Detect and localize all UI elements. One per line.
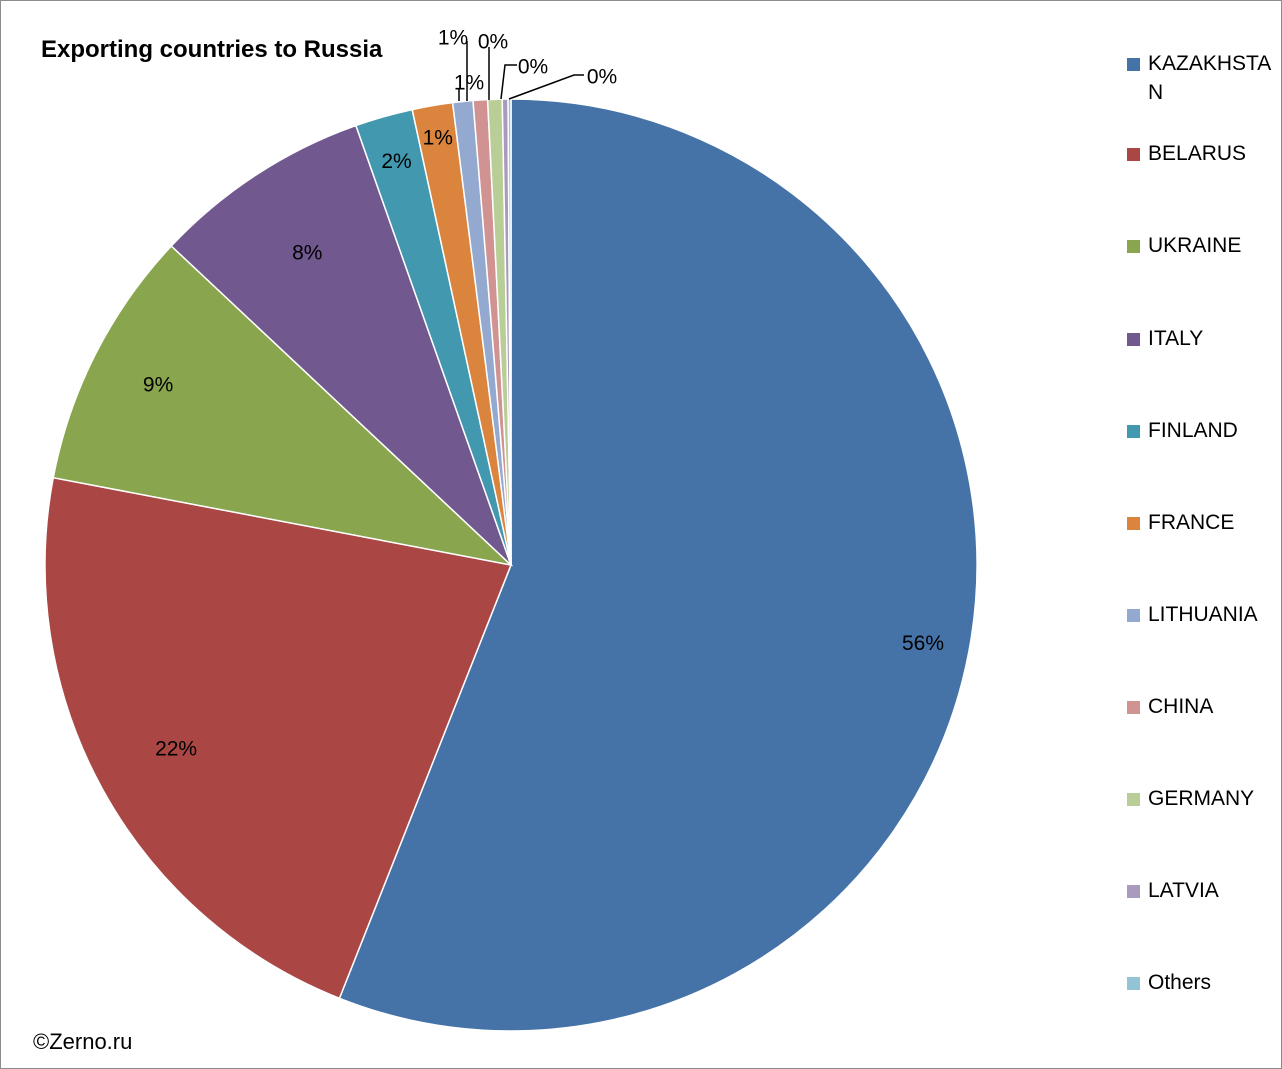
data-label-kazakhstan: 56% <box>902 632 944 655</box>
data-label-italy: 8% <box>292 241 322 264</box>
legend-label: UKRAINE <box>1148 234 1242 257</box>
legend-label: FINLAND <box>1148 419 1238 442</box>
legend-swatch <box>1127 517 1140 530</box>
data-label-finland: 2% <box>381 150 411 173</box>
data-label-germany: 0% <box>478 31 508 54</box>
legend-swatch <box>1127 333 1140 346</box>
legend-swatch <box>1127 148 1140 161</box>
data-label-others: 0% <box>587 66 617 89</box>
legend-swatch <box>1127 58 1140 71</box>
legend-swatch <box>1127 240 1140 253</box>
legend-label: ITALY <box>1148 327 1204 350</box>
chart-title: Exporting countries to Russia <box>41 36 383 63</box>
legend-swatch <box>1127 977 1140 990</box>
legend-label: LITHUANIA <box>1148 603 1258 626</box>
leader-line-latvia <box>500 64 517 100</box>
legend-swatch <box>1127 885 1140 898</box>
pie-slice-belarus <box>44 476 513 1000</box>
legend-label: CHINA <box>1148 695 1214 718</box>
credit-text: ©Zerno.ru <box>33 1029 133 1054</box>
legend-swatch <box>1127 425 1140 438</box>
data-label-latvia: 0% <box>518 56 548 79</box>
leader-line-others <box>508 74 584 100</box>
legend-label: LATVIA <box>1148 879 1219 902</box>
legend-swatch <box>1127 793 1140 806</box>
data-label-ukraine: 9% <box>143 374 173 397</box>
legend-label: Others <box>1148 971 1212 994</box>
legend-label: BELARUS <box>1148 142 1247 165</box>
legend-swatch <box>1127 701 1140 714</box>
pie-slice-italy <box>170 124 512 566</box>
data-label-belarus: 22% <box>155 738 197 761</box>
pie-slice-kazakhstan <box>338 98 978 1032</box>
legend-label: GERMANY <box>1148 787 1255 810</box>
data-label-lithuania: 1% <box>454 72 484 95</box>
legend-label: FRANCE <box>1148 511 1235 534</box>
data-label-france: 1% <box>423 126 453 149</box>
legend-swatch <box>1127 609 1140 622</box>
pie-slice-ukraine <box>52 244 514 567</box>
data-label-china: 1% <box>438 27 468 50</box>
legend-label: KAZAKHSTAN <box>1148 52 1272 104</box>
